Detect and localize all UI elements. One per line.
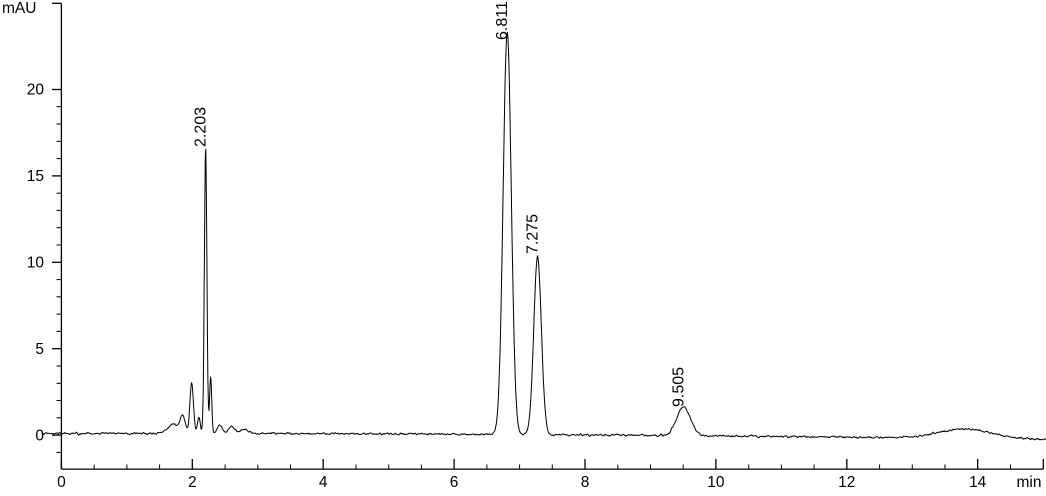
svg-text:0: 0 [35,427,44,444]
svg-text:10: 10 [707,474,725,491]
svg-text:2.203: 2.203 [193,107,210,147]
svg-text:10: 10 [27,255,45,272]
svg-text:14: 14 [969,474,987,491]
svg-text:15: 15 [27,168,44,185]
svg-text:6: 6 [450,474,459,491]
svg-text:7.275: 7.275 [525,214,542,254]
svg-text:5: 5 [35,341,44,358]
svg-text:9.505: 9.505 [671,367,688,407]
svg-text:mAU: mAU [2,0,36,17]
svg-text:12: 12 [838,474,855,491]
svg-text:min: min [1017,474,1042,491]
svg-text:2: 2 [188,474,197,491]
svg-text:0: 0 [57,474,66,491]
svg-text:20: 20 [27,82,45,99]
svg-text:8: 8 [581,474,590,491]
svg-text:6.811: 6.811 [494,1,511,40]
svg-text:4: 4 [319,474,328,491]
